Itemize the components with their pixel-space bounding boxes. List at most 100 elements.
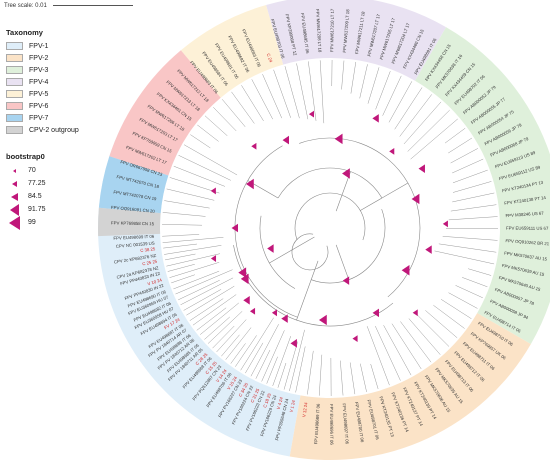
branch-line — [400, 94, 432, 136]
branch-line — [435, 251, 495, 264]
branch-arc — [233, 245, 393, 326]
branch-line — [400, 321, 431, 362]
bootstrap-marker — [443, 220, 448, 227]
taxonomy-swatch — [6, 42, 23, 50]
branch-line — [164, 201, 209, 209]
branch-line — [190, 299, 223, 321]
branch-line — [285, 66, 299, 118]
branch-line — [162, 234, 199, 236]
bootstrap-marker — [211, 188, 216, 195]
bootstrap-marker — [412, 194, 420, 204]
branch-line — [307, 351, 313, 395]
taxonomy-swatch — [6, 114, 23, 122]
branch-line — [179, 155, 231, 180]
branch-line — [184, 289, 221, 310]
branch-line — [449, 293, 478, 309]
bootstrap-legend-item: 84.5 — [6, 190, 46, 203]
branch-line — [367, 326, 389, 385]
branch-line — [241, 318, 274, 370]
branch-line — [163, 237, 224, 242]
branch-line — [340, 361, 343, 396]
branch-arc — [299, 138, 420, 297]
branch-line — [351, 62, 356, 94]
branch-line — [168, 264, 195, 271]
taxonomy-label: FPV-1 — [29, 43, 48, 50]
leaf-label: FPV MW617210 LT 17 — [329, 8, 335, 52]
taxonomy-label: FPV-3 — [29, 67, 48, 74]
bootstrap-marker — [243, 296, 249, 305]
branch-line — [433, 305, 464, 328]
bootstrap-label: 70 — [28, 167, 36, 174]
branch-arc — [235, 146, 298, 318]
taxonomy-legend-item: FPV-3 — [6, 64, 79, 76]
branch-arc — [260, 216, 295, 289]
bootstrap-marker — [402, 265, 410, 275]
branch-line — [360, 64, 368, 98]
branch-line — [252, 79, 273, 119]
branch-line — [231, 343, 246, 363]
bootstrap-marker — [413, 309, 418, 316]
bootstrap-label: 77.25 — [28, 180, 46, 187]
branch-line — [190, 135, 210, 148]
taxonomy-legend-item: FPV-4 — [6, 76, 79, 88]
branch-line — [384, 325, 412, 375]
taxonomy-legend-item: FPV-7 — [6, 112, 79, 124]
taxonomy-swatch — [6, 90, 23, 98]
bootstrap-label: 99 — [28, 219, 36, 226]
branch-line — [163, 212, 206, 216]
branch-line — [222, 99, 245, 127]
taxonomy-legend-item: FPV-1 — [6, 40, 79, 52]
branch-line — [245, 343, 263, 373]
branch-line — [336, 245, 349, 280]
bootstrap-legend-item: 70 — [6, 164, 46, 177]
taxonomy-swatch — [6, 78, 23, 86]
branch-line — [395, 87, 422, 129]
branch-line — [448, 138, 472, 153]
bootstrap-marker — [419, 164, 425, 173]
leaf-label: FPV EU659111 US 67 — [506, 226, 549, 231]
branch-line — [320, 60, 324, 123]
taxonomy-label: FPV-7 — [29, 115, 48, 122]
taxonomy-label: FPV-4 — [29, 79, 48, 86]
bootstrap-triangle-icon — [10, 204, 19, 216]
bootstrap-legend-item: 91.75 — [6, 203, 46, 216]
bootstrap-marker — [251, 143, 256, 150]
branch-line — [368, 67, 379, 103]
branch-line — [200, 303, 239, 335]
taxonomy-legend-item: FPV-5 — [6, 88, 79, 100]
bootstrap-marker — [283, 136, 289, 145]
taxonomy-label: FPV-5 — [29, 91, 48, 98]
taxonomy-label: FPV-2 — [29, 55, 48, 62]
branch-arc — [295, 193, 365, 240]
branch-line — [383, 76, 402, 116]
branch-line — [273, 336, 291, 386]
branch-line — [164, 245, 221, 254]
branch-line — [360, 183, 408, 211]
taxonomy-legend-item: FPV-6 — [6, 100, 79, 112]
branch-line — [443, 236, 498, 240]
bootstrap-label: 91.75 — [28, 206, 46, 213]
branch-line — [456, 285, 483, 297]
branch-arc — [311, 209, 385, 283]
bootstrap-label: 84.5 — [28, 193, 42, 200]
branch-line — [173, 271, 219, 289]
bootstrap-triangle-icon — [11, 193, 18, 201]
bootstrap-marker — [343, 276, 349, 285]
branch-line — [217, 319, 247, 351]
branch-line — [451, 148, 478, 163]
branch-line — [389, 81, 412, 122]
leaf-label: FPV KP769858 CN 15 — [111, 220, 155, 226]
taxonomy-swatch — [6, 54, 23, 62]
bootstrap-marker — [211, 255, 216, 262]
branch-line — [213, 107, 236, 131]
branch-line — [319, 355, 322, 396]
branch-line — [417, 315, 449, 347]
branch-line — [452, 193, 494, 202]
bootstrap-triangle-icon — [13, 169, 16, 173]
branch-line — [375, 326, 400, 380]
branch-line — [205, 116, 227, 136]
bootstrap-marker — [246, 179, 254, 189]
branch-line — [452, 159, 483, 173]
